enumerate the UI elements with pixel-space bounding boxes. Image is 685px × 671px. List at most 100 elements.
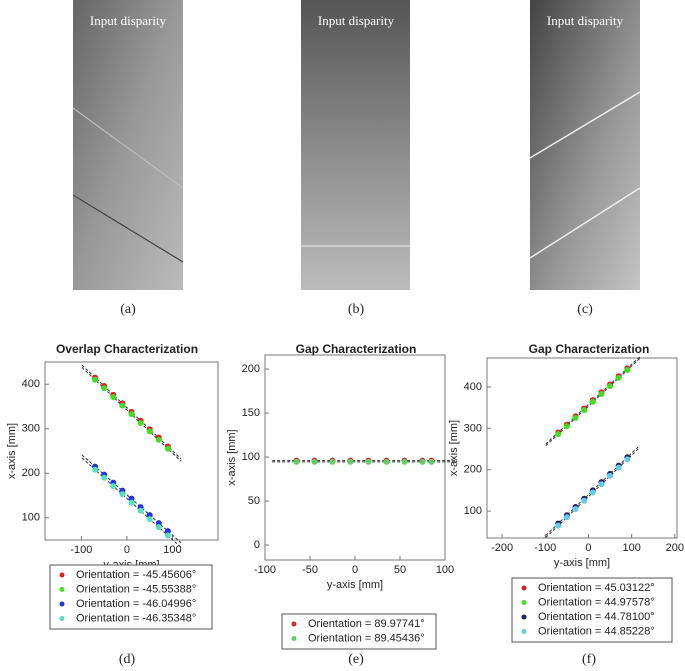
image-a: Input disparity bbox=[72, 0, 184, 290]
fit-line bbox=[545, 358, 641, 447]
x-tick-label: 200 bbox=[666, 542, 684, 554]
legend-marker bbox=[291, 636, 297, 641]
point bbox=[92, 466, 99, 473]
y-axis-label: x-axis [mm] bbox=[226, 429, 238, 485]
point bbox=[401, 458, 408, 465]
point bbox=[589, 398, 596, 405]
point bbox=[572, 506, 579, 513]
point bbox=[581, 497, 588, 504]
legend-label: Orientation = -45.55388° bbox=[76, 583, 196, 595]
plot-area bbox=[264, 354, 446, 561]
plot-area bbox=[44, 361, 219, 541]
point bbox=[589, 489, 596, 496]
legend-label: Orientation = -46.04996° bbox=[76, 598, 196, 610]
legend-marker bbox=[521, 585, 527, 591]
caption: (a) bbox=[120, 302, 136, 317]
caption: (b) bbox=[348, 302, 365, 317]
image-label: Input disparity bbox=[90, 13, 167, 28]
legend-marker bbox=[59, 601, 65, 607]
legend-marker bbox=[59, 616, 65, 621]
legend-label: Orientation = 45.03122° bbox=[538, 582, 655, 594]
point bbox=[137, 507, 144, 514]
point bbox=[311, 458, 318, 465]
point bbox=[607, 472, 614, 479]
point bbox=[137, 419, 144, 426]
point bbox=[607, 383, 614, 390]
point bbox=[624, 456, 631, 463]
point bbox=[92, 376, 99, 383]
x-tick-label: 0 bbox=[124, 544, 130, 556]
y-tick-label: 200 bbox=[22, 467, 40, 479]
point bbox=[598, 481, 605, 488]
point bbox=[428, 458, 435, 465]
legend bbox=[49, 564, 213, 630]
fit-line bbox=[545, 356, 641, 445]
fit-line bbox=[81, 367, 182, 462]
point bbox=[555, 522, 562, 529]
chart-title: Gap Characterization bbox=[529, 342, 650, 356]
point bbox=[110, 483, 117, 490]
y-tick-label: 100 bbox=[464, 505, 482, 517]
y-tick-label: 300 bbox=[464, 422, 482, 434]
point bbox=[624, 367, 631, 373]
point bbox=[615, 374, 622, 381]
x-tick-label: 100 bbox=[622, 542, 640, 554]
legend-marker bbox=[521, 629, 527, 634]
y-tick-label: 200 bbox=[464, 464, 482, 476]
legend-marker bbox=[291, 621, 297, 627]
point bbox=[598, 391, 605, 397]
legend-label: Orientation = 44.97578° bbox=[538, 596, 655, 608]
y-tick-label: 400 bbox=[464, 381, 482, 393]
y-tick-label: 300 bbox=[22, 423, 40, 435]
point bbox=[164, 532, 171, 539]
x-axis-label: y-axis [mm] bbox=[554, 557, 610, 569]
y-tick-label: 100 bbox=[22, 512, 40, 524]
point bbox=[563, 423, 570, 430]
chart-title: Gap Characterization bbox=[296, 342, 417, 356]
legend bbox=[281, 613, 437, 650]
x-tick-label: 100 bbox=[436, 564, 454, 576]
point bbox=[383, 458, 390, 465]
x-tick-label: 0 bbox=[585, 542, 591, 554]
image-label: Input disparity bbox=[547, 13, 624, 28]
image-label: Input disparity bbox=[318, 13, 395, 28]
plot-area bbox=[486, 357, 678, 539]
point bbox=[581, 407, 588, 414]
x-tick-label: 50 bbox=[394, 564, 406, 576]
point bbox=[164, 528, 171, 535]
point bbox=[119, 402, 126, 409]
point bbox=[293, 458, 300, 465]
caption: (c) bbox=[577, 302, 593, 317]
y-tick-label: 50 bbox=[248, 495, 260, 507]
point bbox=[128, 411, 135, 418]
point bbox=[146, 428, 153, 435]
legend-marker bbox=[59, 587, 65, 592]
point bbox=[572, 415, 579, 421]
point bbox=[101, 474, 108, 481]
legend-label: Orientation = -46.35348° bbox=[76, 612, 196, 624]
legend-marker bbox=[59, 572, 65, 578]
legend-label: Orientation = 44.85228° bbox=[538, 625, 655, 637]
point bbox=[164, 445, 171, 452]
point bbox=[563, 514, 570, 521]
y-tick-label: 150 bbox=[242, 407, 260, 419]
y-tick-label: 200 bbox=[242, 363, 260, 375]
legend-label: Orientation = 89.45436° bbox=[308, 632, 425, 644]
point bbox=[329, 458, 336, 465]
caption: (f) bbox=[582, 652, 596, 667]
x-tick-label: -50 bbox=[302, 564, 318, 576]
legend bbox=[511, 577, 673, 643]
point bbox=[146, 516, 153, 523]
caption: (d) bbox=[119, 652, 136, 667]
point bbox=[615, 464, 622, 471]
y-axis-label: x-axis [mm] bbox=[6, 423, 18, 479]
legend-marker bbox=[521, 614, 527, 620]
x-tick-label: 0 bbox=[352, 564, 358, 576]
point bbox=[419, 458, 426, 465]
x-tick-label: -100 bbox=[534, 542, 556, 554]
x-tick-label: -200 bbox=[491, 542, 513, 554]
legend-label: Orientation = 44.78100° bbox=[538, 611, 655, 623]
x-tick-label: -100 bbox=[254, 564, 276, 576]
image-b: Input disparity bbox=[301, 0, 410, 290]
